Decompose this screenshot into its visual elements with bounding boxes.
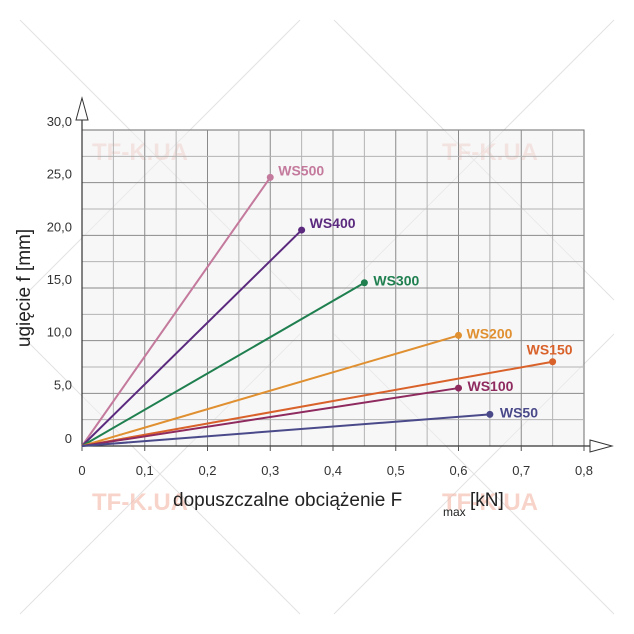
grid <box>82 130 584 446</box>
series-point-ws150 <box>549 358 557 366</box>
series-group: WS500 WS400 WS300 WS200 WS150 WS100 WS50 <box>81 162 573 447</box>
x-axis-title: dopuszczalne obciążenie F max [kN] <box>173 490 504 519</box>
y-tick-label: 30,0 <box>47 114 72 129</box>
x-tick-label: 0,3 <box>261 463 279 478</box>
series-label-ws50: WS50 <box>500 404 538 420</box>
y-axis-title: ugięcie f [mm] <box>14 229 35 347</box>
y-tick-labels: 0 5,0 10,0 15,0 20,0 25,0 30,0 <box>47 114 72 446</box>
watermark-bottom-right: TF-K.UA <box>442 489 538 516</box>
x-axis-title-main: dopuszczalne obciążenie F <box>173 490 402 511</box>
x-tick-label: 0,8 <box>575 463 593 478</box>
series-label-ws300: WS300 <box>373 273 419 289</box>
x-tick-label: 0,7 <box>512 463 530 478</box>
series-point-ws500 <box>266 173 274 181</box>
series-line-ws200 <box>81 334 459 447</box>
y-tick-label: 25,0 <box>47 167 72 182</box>
series-line-ws100 <box>81 387 459 447</box>
y-tick-label: 5,0 <box>54 377 72 392</box>
series-line-ws300 <box>81 281 365 447</box>
x-tick-label: 0,1 <box>136 463 154 478</box>
series-point-ws400 <box>298 226 306 234</box>
x-axis-title-subscript: max <box>443 505 466 519</box>
series-line-ws50 <box>81 413 490 447</box>
x-tick-label: 0 <box>78 463 85 478</box>
series-line-ws500 <box>81 176 272 447</box>
x-tick-label: 0,2 <box>198 463 216 478</box>
x-axis-arrow <box>589 439 614 453</box>
series-point-ws100 <box>455 384 462 392</box>
series-line-ws400 <box>81 229 303 447</box>
x-axis-title-unit: [kN] <box>470 490 504 511</box>
x-tick-label: 0,5 <box>387 463 405 478</box>
y-axis-arrow <box>75 96 89 121</box>
series-point-ws200 <box>455 331 462 339</box>
series-line-ws150 <box>81 360 553 447</box>
series-point-ws300 <box>360 279 368 287</box>
y-tick-label: 20,0 <box>47 219 72 234</box>
series-label-ws150: WS150 <box>527 342 573 358</box>
watermark-bottom-left: TF-K.UA <box>92 489 188 516</box>
y-tick-label: 15,0 <box>47 272 72 287</box>
x-tick-label: 0,4 <box>324 463 342 478</box>
series-point-ws50 <box>486 410 494 418</box>
series-label-ws400: WS400 <box>310 215 356 231</box>
y-tick-label: 10,0 <box>47 325 72 340</box>
axes <box>75 96 614 453</box>
series-label-ws100: WS100 <box>468 378 514 394</box>
series-label-ws200: WS200 <box>467 325 513 341</box>
series-label-ws500: WS500 <box>278 162 324 178</box>
x-tick-label: 0,6 <box>449 463 467 478</box>
x-tick-labels: 0 0,1 0,2 0,3 0,4 0,5 0,6 0,7 0,8 <box>78 446 593 478</box>
y-tick-label: 0 <box>65 431 72 446</box>
